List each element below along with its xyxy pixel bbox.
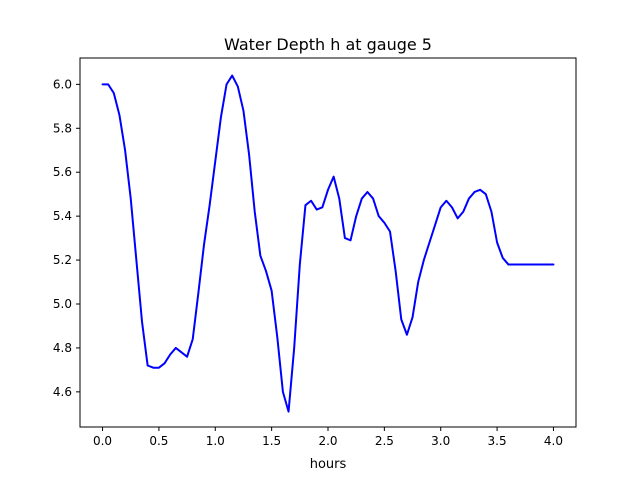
x-axis-label: hours	[310, 457, 347, 472]
plot-area: 0.0 0.5 1.0 1.5 2.0 2.5 3.0 3.5 4.0 4.6 4.8 5.0 5.2 5…	[53, 57, 577, 448]
y-tick-label: 5.4	[53, 209, 72, 223]
x-tick-label: 2.5	[375, 434, 394, 448]
x-tick-label: 3.0	[431, 434, 450, 448]
data-series-line-0	[101, 74, 555, 413]
x-tick-label: 2.0	[318, 434, 337, 448]
y-tick-label: 5.0	[53, 297, 72, 311]
x-tick-label: 1.5	[262, 434, 281, 448]
y-tick-label: 5.2	[53, 253, 72, 267]
x-tick-label: 0.5	[149, 434, 168, 448]
chart-title: Water Depth h at gauge 5	[224, 35, 432, 54]
y-tick-label: 4.6	[53, 385, 72, 399]
x-tick-label: 4.0	[544, 434, 563, 448]
y-tick-label: 5.6	[53, 165, 72, 179]
y-tick-label: 6.0	[53, 77, 72, 91]
x-tick-label: 0.0	[93, 434, 112, 448]
y-tick-label: 5.8	[53, 121, 72, 135]
x-tick-label: 1.0	[206, 434, 225, 448]
x-tick-label: 3.5	[488, 434, 507, 448]
y-tick-label: 4.8	[53, 341, 72, 355]
